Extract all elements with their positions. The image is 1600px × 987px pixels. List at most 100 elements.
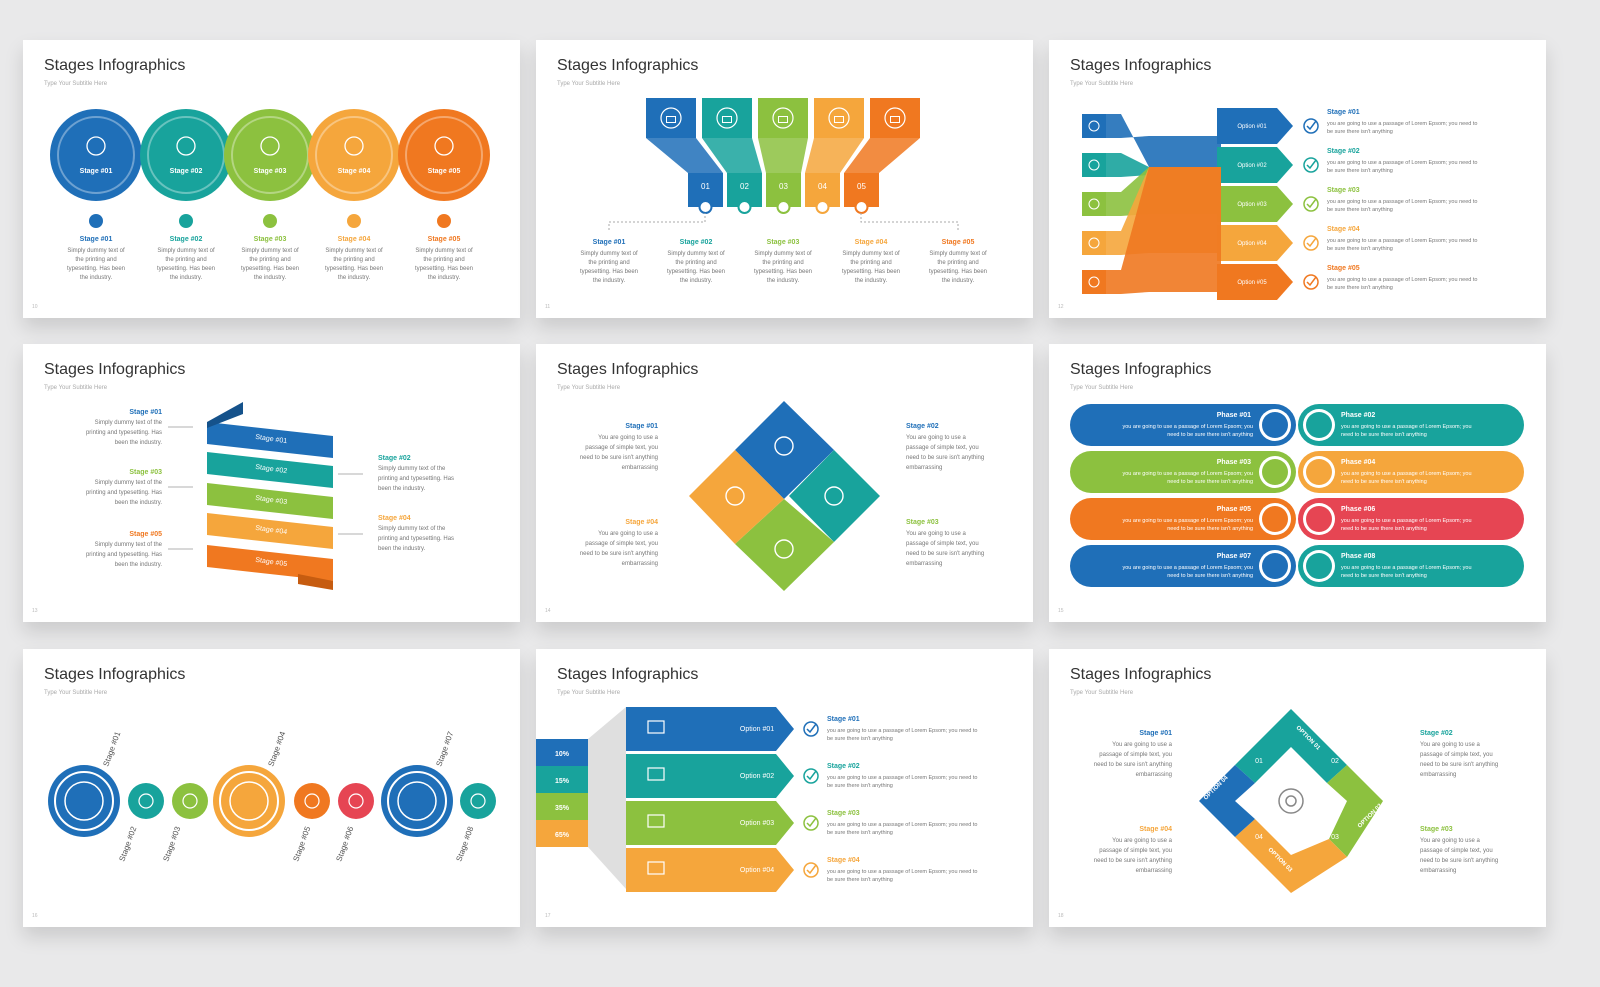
- stage-circle-ring: [405, 116, 483, 194]
- option-label: Option #03: [740, 820, 774, 827]
- phase-text: you are going to use a passage of Lorem …: [1341, 518, 1472, 524]
- stage-label: Stage #02: [1327, 148, 1360, 155]
- stage-text: you are going to use a passage of Lorem …: [827, 775, 977, 781]
- slide-subtitle: Type Your Subtitle Here: [44, 385, 108, 391]
- stage-label: Stage #04: [378, 515, 411, 522]
- stage-text: Simply dummy text of: [580, 251, 638, 257]
- stage-circle: [172, 783, 208, 819]
- ribbon-label: Stage #04: [255, 525, 288, 536]
- ribbon-label: Stage #03: [255, 495, 288, 506]
- stage-label: Stage #04: [338, 236, 371, 243]
- gear-icon: [1285, 795, 1297, 807]
- option-label: Option #05: [1237, 280, 1267, 286]
- stage-text: be sure there isn't anything: [827, 830, 893, 836]
- stage-text: typesetting. Has been: [67, 266, 125, 272]
- slide-subtitle: Type Your Subtitle Here: [557, 690, 621, 696]
- page-number: 16: [32, 913, 38, 919]
- percent-label: 65%: [555, 832, 570, 839]
- stage-label: Stage #03: [1420, 826, 1453, 833]
- option-arrow: [626, 848, 794, 892]
- slide-stage-percent-arrows[interactable]: Stages Infographics Type Your Subtitle H…: [536, 649, 1033, 927]
- puzzle-piece-green: [735, 499, 834, 591]
- option-icon: [647, 861, 665, 875]
- puzzle-icon: [774, 436, 794, 456]
- slide-phase-pills[interactable]: Stages Infographics Type Your Subtitle H…: [1049, 344, 1546, 622]
- puzzle-icon: [774, 539, 794, 559]
- option-icon: [647, 814, 665, 828]
- option-arrow: [626, 801, 794, 845]
- slide-stage-circles[interactable]: Stages Infographics Type Your Subtitle H…: [23, 40, 520, 318]
- page-number: 18: [1058, 913, 1064, 919]
- stage-circle-ring: [387, 771, 447, 831]
- option-label: Option #01: [1237, 124, 1267, 130]
- stage-text: passage of simple text, you: [906, 541, 979, 547]
- check-icon: [1303, 196, 1319, 212]
- banner-top-panel: [814, 98, 864, 138]
- option-icon: [647, 767, 665, 781]
- stage-text: typesetting. Has been: [754, 269, 812, 275]
- stage-text: need to be sure isn't anything: [1420, 858, 1498, 864]
- stage-label: Stage #03: [129, 469, 162, 476]
- slide-stage-puzzle[interactable]: Stages Infographics Type Your Subtitle H…: [536, 344, 1033, 622]
- connector-dot: [776, 200, 791, 214]
- slide-title: Stages Infographics: [44, 57, 186, 74]
- stage-text: passage of simple text, you: [1420, 848, 1493, 854]
- phase-pills-graphic: Phase #01 you are going to use a passage …: [1070, 404, 1524, 587]
- check-icon: [803, 862, 819, 878]
- stage-text: embarrassing: [622, 465, 658, 471]
- stage-label: Stage #02: [378, 455, 411, 462]
- stage-text: the industry.: [767, 278, 800, 284]
- phase-label: Phase #02: [1341, 412, 1375, 419]
- stage-text: You are going to use a: [1420, 742, 1480, 748]
- stage-icon: [722, 116, 732, 123]
- slide-stage-circle-chain[interactable]: Stages Infographics Type Your Subtitle H…: [23, 649, 520, 927]
- cycle-arrow-bottom: [1235, 819, 1347, 893]
- check-icon: [806, 723, 817, 734]
- stage-icon: [1088, 159, 1100, 171]
- puzzle-piece-orange: [689, 450, 784, 544]
- option-label: Option #01: [740, 726, 774, 733]
- stage-icon: [397, 781, 437, 821]
- phase-text: you are going to use a passage of Lorem …: [1341, 565, 1472, 571]
- option-label: Option #03: [1237, 202, 1267, 208]
- check-icon: [1306, 198, 1317, 209]
- puzzle-piece-teal: [789, 450, 880, 542]
- slide-stage-ribbons[interactable]: Stages Infographics Type Your Subtitle H…: [23, 344, 520, 622]
- stage-icon: [348, 793, 364, 809]
- stage-text: typesetting. Has been: [580, 269, 638, 275]
- phase-label: Phase #06: [1341, 506, 1375, 513]
- stage-text: Simply dummy text of: [415, 248, 473, 254]
- option-arrow: [1217, 225, 1293, 261]
- banner-top-panel: [646, 98, 696, 138]
- stage-text: the printing and: [588, 260, 629, 266]
- option-label: Option #04: [1237, 241, 1267, 247]
- stage-label: Stage #01: [1327, 109, 1360, 116]
- stage-text: printing and typesetting. Has: [86, 490, 162, 496]
- slide-title: Stages Infographics: [1070, 57, 1212, 74]
- slide-subtitle: Type Your Subtitle Here: [44, 690, 108, 696]
- number-label: 03: [779, 182, 788, 191]
- banner-top-panel: [870, 98, 920, 138]
- phase-label: Phase #07: [1217, 553, 1251, 560]
- slide-stage-folded-banner[interactable]: Stages Infographics Type Your Subtitle H…: [536, 40, 1033, 318]
- slide-stage-converging-arrows[interactable]: Stages Infographics Type Your Subtitle H…: [1049, 40, 1546, 318]
- stage-label: Stage #02: [680, 239, 713, 246]
- slide-title: Stages Infographics: [557, 361, 699, 378]
- stage-text: Simply dummy text of: [754, 251, 812, 257]
- stage-text: passage of simple text, you: [585, 445, 658, 451]
- slide-stage-cycle[interactable]: Stages Infographics Type Your Subtitle H…: [1049, 649, 1546, 927]
- stage-icon: [884, 107, 906, 129]
- stage-text: the printing and: [675, 260, 716, 266]
- percent-block: [536, 820, 588, 847]
- stage-text: embarrassing: [1136, 772, 1172, 778]
- phase-icon: [1262, 412, 1288, 438]
- stage-label: Stage #01: [101, 730, 122, 768]
- option-arrow: [1217, 147, 1293, 183]
- stage-label: Stage #02: [906, 423, 939, 430]
- converging-band: [1106, 114, 1221, 167]
- stage-text: You are going to use a: [906, 531, 966, 537]
- stage-text: been the industry.: [378, 546, 426, 552]
- stage-label: Stage #06: [334, 825, 355, 863]
- percent-label: 15%: [555, 778, 570, 785]
- stage-icon: [229, 781, 269, 821]
